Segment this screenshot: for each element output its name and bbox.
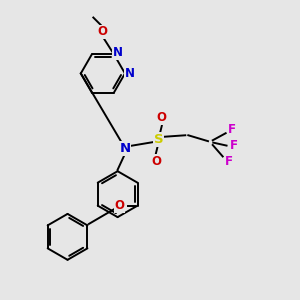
Text: N: N [112,46,122,59]
Text: O: O [114,199,124,212]
Text: F: F [228,123,236,136]
Text: N: N [124,67,134,80]
Text: O: O [157,111,167,124]
Text: S: S [154,133,164,146]
Text: F: F [230,139,238,152]
Text: F: F [225,155,232,168]
Text: O: O [97,25,107,38]
Text: N: N [119,142,130,155]
Text: O: O [151,155,161,168]
